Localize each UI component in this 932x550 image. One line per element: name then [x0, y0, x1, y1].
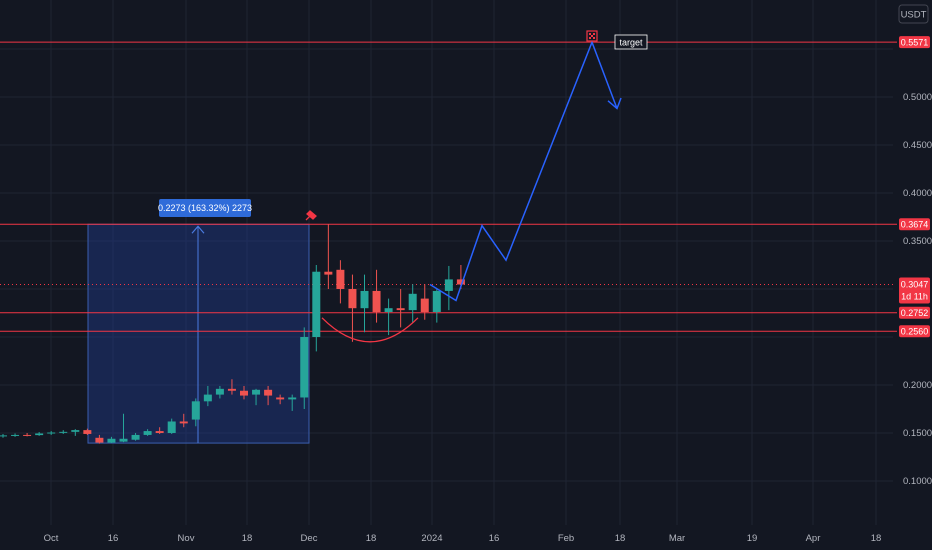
- candle-body: [179, 421, 188, 424]
- level-3-tag: [899, 325, 930, 338]
- candle-body: [324, 271, 333, 275]
- candle-body: [215, 388, 224, 395]
- price-tick-label: 0.1000: [903, 476, 932, 487]
- measure-range: 0.2273 (163.32%) 2273: [87, 199, 310, 444]
- level-1-tag-label: 0.3674: [901, 219, 929, 229]
- measure-arrow-head: [191, 225, 205, 234]
- time-tick-label: 18: [366, 533, 377, 544]
- time-tick-label: 18: [615, 533, 626, 544]
- currency-label: USDT: [901, 10, 927, 21]
- countdown-label: 1d 11h: [901, 291, 928, 301]
- candle-body: [131, 434, 140, 440]
- price-tick-label: 0.5000: [903, 92, 932, 103]
- projection-path: [429, 40, 622, 302]
- level-2-tag: [899, 306, 930, 319]
- annotations: target: [305, 30, 648, 221]
- candle-body: [432, 290, 441, 313]
- pin-icon: [305, 210, 317, 221]
- candle-body: [119, 438, 128, 442]
- time-axis: Oct 16 Nov 18 Dec 18 2024 16 Feb 18 Mar 19 Apr 18: [44, 533, 882, 544]
- time-tick-label: 18: [871, 533, 882, 544]
- candle-body: [252, 389, 261, 395]
- price-tick-label: 0.1500: [903, 428, 932, 439]
- time-tick-label: Nov: [178, 533, 195, 544]
- candle-body: [227, 388, 236, 391]
- price-tick-label: 0.3500: [903, 236, 932, 247]
- time-tick-label: Dec: [301, 533, 318, 544]
- candle-body: [191, 401, 200, 420]
- candle-body: [59, 431, 68, 433]
- candle-body: [312, 271, 321, 337]
- candle-body: [143, 431, 152, 435]
- candles: [0, 224, 465, 444]
- projection-line: [429, 40, 618, 302]
- candle-body: [167, 421, 176, 433]
- finish-flag-icon: [586, 30, 598, 42]
- candle-body: [444, 279, 453, 291]
- candle-body: [372, 290, 381, 313]
- candle-body: [107, 438, 116, 443]
- price-axis: 0.5000 0.4500 0.4000 0.3500 0.2000 0.1500 0.10…: [898, 4, 932, 487]
- level-0-tag-label: 0.5571: [901, 37, 929, 47]
- level-0-tag: [899, 36, 930, 49]
- candle-body: [396, 308, 405, 311]
- candle-body: [155, 431, 164, 433]
- candle-body: [456, 279, 465, 285]
- horizontal-levels: [0, 41, 897, 332]
- time-tick-label: Oct: [44, 533, 59, 544]
- cup-curve: [321, 317, 419, 343]
- measure-label: 0.2273 (163.32%) 2273: [158, 203, 252, 213]
- measure-label-box: [159, 199, 251, 217]
- candle-body: [0, 435, 7, 437]
- candle-body: [300, 337, 309, 398]
- candle-body: [360, 290, 369, 309]
- price-tick-label: 0.4500: [903, 140, 932, 151]
- target-box: [614, 34, 648, 50]
- time-tick-label: Apr: [806, 533, 821, 544]
- candle-body: [95, 437, 104, 443]
- candle-body: [420, 298, 429, 313]
- projection-arrow-head: [607, 97, 622, 110]
- finish-flag-pattern: [589, 33, 595, 39]
- candle-body: [35, 433, 44, 436]
- time-tick-label: 16: [108, 533, 119, 544]
- current-price-tag: [899, 277, 930, 304]
- level-3-tag-label: 0.2560: [901, 326, 929, 336]
- candle-body: [11, 434, 20, 436]
- time-tick-label: Mar: [669, 533, 685, 544]
- current-price-label: 0.3047: [901, 280, 929, 290]
- candle-body: [288, 397, 297, 400]
- time-tick-label: 19: [747, 533, 758, 544]
- grid: [0, 0, 893, 525]
- candle-body: [384, 308, 393, 313]
- cup-curve: [321, 317, 419, 343]
- level-1-tag: [899, 218, 930, 231]
- candle-body: [83, 430, 92, 434]
- candle-body: [408, 293, 417, 311]
- time-tick-label: Feb: [558, 533, 574, 544]
- time-tick-label: 16: [489, 533, 500, 544]
- currency-box: [898, 4, 929, 24]
- candle-body: [336, 269, 345, 289]
- candle-body: [203, 394, 212, 402]
- candle-body: [276, 397, 285, 400]
- price-tick-label: 0.4000: [903, 188, 932, 199]
- price-tick-label: 0.2000: [903, 380, 932, 391]
- time-tick-label: 18: [242, 533, 253, 544]
- time-tick-label: 2024: [421, 533, 442, 544]
- candle-body: [264, 389, 273, 396]
- candle-body: [348, 289, 357, 309]
- level-2-tag-label: 0.2752: [901, 308, 929, 318]
- candle-body: [240, 390, 248, 396]
- target-label: target: [619, 38, 643, 48]
- candle-body: [23, 434, 32, 436]
- candle-body: [71, 430, 80, 432]
- candle-body: [47, 432, 56, 434]
